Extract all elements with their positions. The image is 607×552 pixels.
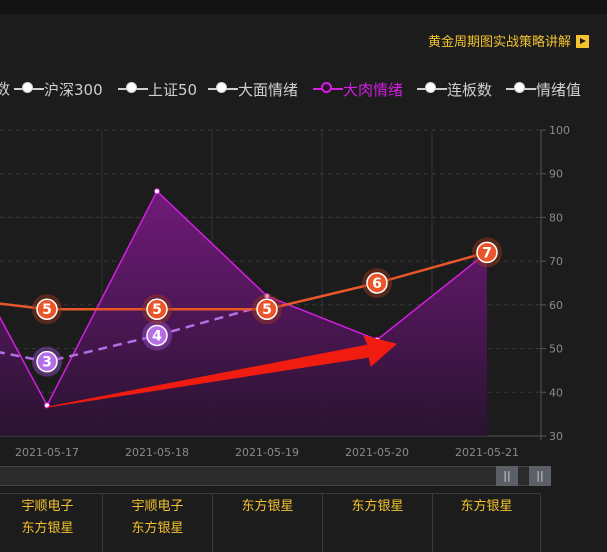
strategy-video-link[interactable]: 黄金周期图实战策略讲解 xyxy=(428,31,589,50)
badge-damian xyxy=(146,324,168,347)
y-tick-label: 100 xyxy=(549,124,570,137)
legend-item-hs300[interactable]: 沪深300 xyxy=(14,78,103,100)
y-tick-label: 70 xyxy=(549,255,563,268)
play-icon xyxy=(576,35,589,48)
slider-track[interactable] xyxy=(0,466,551,486)
y-tick-label: 50 xyxy=(549,343,563,356)
badge-lianban-label: 6 xyxy=(372,276,382,292)
stock-table: 宇顺电子 东方银星 宇顺电子 东方银星 东方银星 东方银星 东方银星 xyxy=(0,493,541,552)
strategy-link-label: 黄金周期图实战策略讲解 xyxy=(427,35,571,50)
x-tick-label: 2021-05-20 xyxy=(345,446,409,459)
legend-marker-icon xyxy=(313,78,343,100)
slider-handle-right[interactable]: || xyxy=(529,466,551,486)
chart-legend: 数 沪深300 上证50 大面情绪 大肉情绪 连板数 情绪值 xyxy=(0,78,607,102)
stock-column-0520: 东方银星 xyxy=(322,494,432,552)
legend-item-damian[interactable]: 大面情绪 xyxy=(208,78,298,100)
legend-item-qingxu[interactable]: 情绪值 xyxy=(506,78,581,100)
stock-name[interactable]: 东方银星 xyxy=(21,521,74,536)
legend-item-0[interactable]: 数 xyxy=(0,78,10,99)
zoom-slider[interactable]: || || xyxy=(0,466,551,486)
series-line-lianban xyxy=(0,251,488,311)
legend-marker-icon xyxy=(208,78,238,100)
stock-name[interactable]: 东方银星 xyxy=(460,499,513,514)
legend-label: 连板数 xyxy=(447,80,493,99)
legend-label: 沪深300 xyxy=(44,80,103,99)
data-point-darou xyxy=(154,188,160,195)
legend-label: 大肉情绪 xyxy=(343,80,404,99)
stock-column-0517: 宇顺电子 东方银星 xyxy=(0,494,102,552)
top-bar xyxy=(0,0,607,14)
badge-damian xyxy=(36,350,58,373)
stock-column-0521: 东方银星 xyxy=(432,494,541,552)
legend-label: 数 xyxy=(0,80,11,98)
chart-plot: 100 90 80 70 60 50 40 30 2021-05-17 2021-05-18 202… xyxy=(0,124,570,459)
series-line-damian xyxy=(0,303,268,363)
badge-lianban xyxy=(146,298,168,320)
legend-item-darou[interactable]: 大肉情绪 xyxy=(313,78,403,100)
badge-lianban-label: 7 xyxy=(482,245,492,261)
badge-lianban-label: 5 xyxy=(152,302,162,318)
legend-item-sz50[interactable]: 上证50 xyxy=(118,78,197,100)
badge-lianban-label: 5 xyxy=(42,302,52,318)
red-arrow-annotation xyxy=(47,335,397,408)
stock-name[interactable]: 宇顺电子 xyxy=(21,499,74,514)
legend-label: 上证50 xyxy=(148,80,198,99)
badge-lianban xyxy=(36,298,58,320)
legend-marker-icon xyxy=(506,78,536,100)
y-tick-label: 80 xyxy=(549,211,563,224)
y-tick-label: 60 xyxy=(549,299,563,312)
y-tick-label: 40 xyxy=(549,386,563,399)
badge-lianban xyxy=(256,298,278,320)
badge-damian-label: 4 xyxy=(152,328,162,344)
stock-name[interactable]: 东方银星 xyxy=(241,499,294,514)
badge-lianban xyxy=(366,272,388,294)
y-tick-label: 90 xyxy=(549,168,563,181)
legend-label: 情绪值 xyxy=(536,80,582,99)
series-line-darou xyxy=(0,189,488,408)
stock-column-0518: 宇顺电子 东方银星 xyxy=(102,494,212,552)
x-tick-label: 2021-05-18 xyxy=(125,446,189,459)
legend-marker-icon xyxy=(14,78,44,100)
y-tick-label: 30 xyxy=(549,430,563,443)
badge-lianban-label: 5 xyxy=(262,302,272,318)
badge-lianban xyxy=(476,241,498,264)
x-tick-label: 2021-05-19 xyxy=(235,446,299,459)
x-tick-label: 2021-05-21 xyxy=(455,446,519,459)
area-fill-darou xyxy=(0,191,487,436)
stock-name[interactable]: 宇顺电子 xyxy=(131,499,184,514)
badge-damian-label: 3 xyxy=(42,355,52,371)
slider-handle-left[interactable]: || xyxy=(496,466,518,486)
stock-name[interactable]: 东方银星 xyxy=(351,499,404,514)
legend-marker-icon xyxy=(118,78,148,100)
legend-label: 大面情绪 xyxy=(238,80,299,99)
legend-marker-icon xyxy=(417,78,447,100)
stock-name[interactable]: 东方银星 xyxy=(131,521,184,536)
legend-item-lianban[interactable]: 连板数 xyxy=(417,78,492,100)
x-tick-label: 2021-05-17 xyxy=(15,446,79,459)
stock-column-0519: 东方银星 xyxy=(212,494,322,552)
